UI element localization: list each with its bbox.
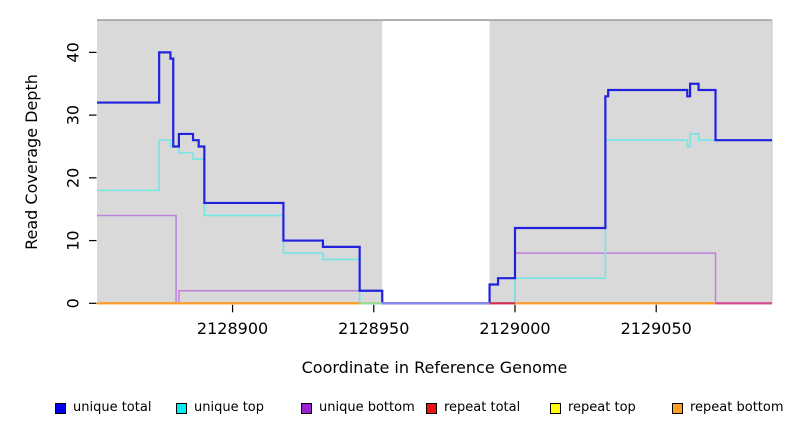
legend-item-unique-total: unique total bbox=[55, 399, 151, 417]
legend-label: unique total bbox=[73, 400, 152, 415]
x-axis-title: Coordinate in Reference Genome bbox=[301, 358, 568, 377]
legend-label: repeat top bbox=[568, 400, 636, 415]
gap-region bbox=[382, 21, 490, 304]
y-tick-label: 0 bbox=[64, 298, 83, 308]
legend-label: unique bottom bbox=[319, 400, 415, 415]
y-tick-label: 40 bbox=[64, 42, 83, 62]
legend-swatch-icon bbox=[176, 402, 187, 414]
y-axis-title: Read Coverage Depth bbox=[22, 74, 41, 250]
x-tick-label: 2129050 bbox=[621, 319, 692, 338]
x-tick-label: 2129000 bbox=[479, 319, 550, 338]
legend-label: repeat bottom bbox=[690, 400, 784, 415]
legend-item-unique-bottom: unique bottom bbox=[301, 399, 415, 417]
legend-label: repeat total bbox=[444, 400, 521, 415]
legend-item-repeat-top: repeat top bbox=[550, 399, 636, 417]
legend-swatch-icon bbox=[55, 402, 66, 414]
legend-label: unique top bbox=[194, 400, 265, 415]
series-line-unique-total bbox=[97, 51, 772, 305]
legend-swatch-icon bbox=[301, 402, 312, 414]
x-tick-label: 2128950 bbox=[338, 319, 409, 338]
y-tick-label: 10 bbox=[64, 230, 83, 250]
legend-item-unique-top: unique top bbox=[176, 399, 264, 417]
legend-swatch-icon bbox=[672, 402, 683, 414]
legend-item-repeat-total: repeat total bbox=[426, 399, 520, 417]
legend-item-repeat-bottom: repeat bottom bbox=[672, 399, 784, 417]
chart-legend: unique total unique top unique bottom repea… bbox=[0, 399, 792, 419]
x-tick-label: 2128900 bbox=[197, 319, 268, 338]
legend-swatch-icon bbox=[426, 402, 437, 414]
y-tick-label: 20 bbox=[64, 168, 83, 188]
legend-swatch-icon bbox=[550, 402, 561, 414]
y-tick-label: 30 bbox=[64, 105, 83, 125]
